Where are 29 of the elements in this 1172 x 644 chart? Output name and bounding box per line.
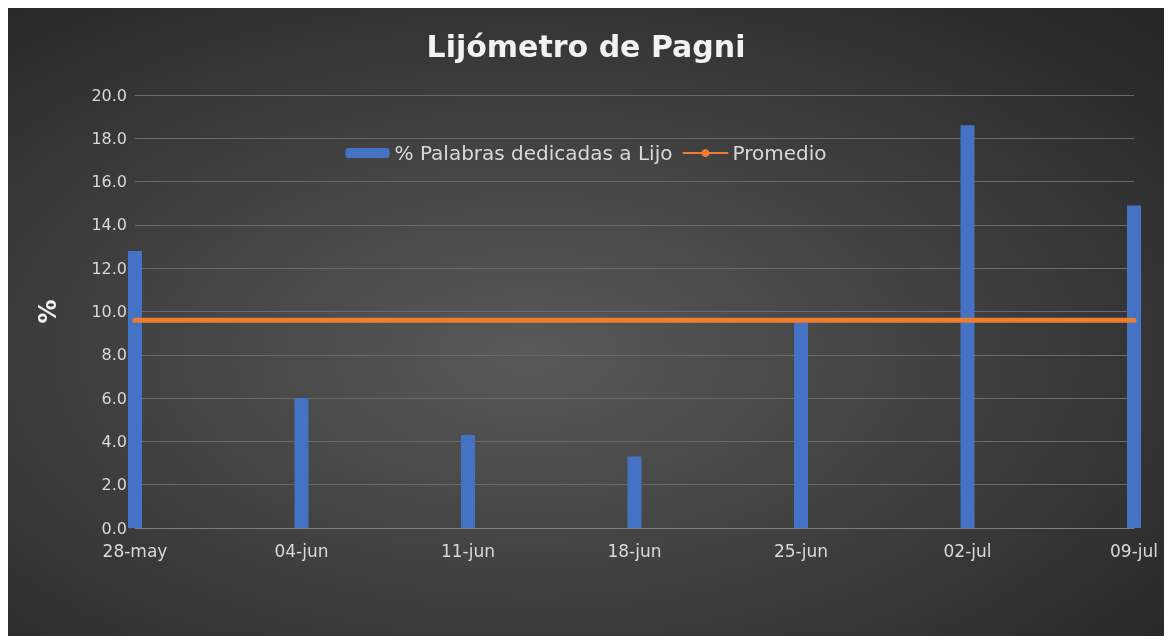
- y-tick-label: 20.0: [91, 85, 127, 105]
- bar: [294, 398, 309, 528]
- y-tick-label: 18.0: [91, 128, 127, 148]
- x-tick-label: 25-jun: [773, 540, 829, 561]
- x-tick-label: 18-jun: [607, 540, 662, 561]
- y-tick-label: 10.0: [91, 302, 127, 321]
- y-tick-label: 2.0: [101, 475, 127, 495]
- chart-title: Lijómetro de Pagni: [426, 28, 746, 64]
- y-tick-label: 4.0: [101, 431, 127, 451]
- legend-label: Promedio: [732, 141, 827, 165]
- y-tick-label: 16.0: [91, 172, 127, 192]
- x-tick-label: 04-jun: [274, 540, 329, 561]
- y-tick-label: 12.0: [91, 258, 127, 278]
- bar: [461, 434, 475, 528]
- bar: [794, 320, 808, 528]
- bar: [128, 250, 142, 528]
- x-tick-label: 28-may: [102, 540, 168, 561]
- y-tick-label: 8.0: [101, 345, 127, 365]
- x-tick-label: 09-jul: [1110, 540, 1158, 561]
- x-tick-label: 11-jun: [440, 540, 496, 561]
- y-axis-title: %: [34, 299, 62, 324]
- bar: [1127, 205, 1141, 528]
- y-tick-label: 14.0: [91, 215, 127, 235]
- y-tick-label: 6.0: [101, 388, 127, 408]
- y-tick-label: 0.0: [101, 518, 127, 538]
- bar: [960, 125, 975, 528]
- x-tick-label: 02-jul: [943, 540, 992, 561]
- legend-label: % Palabras dedicadas a Lijo: [394, 141, 673, 165]
- bar: [627, 456, 642, 528]
